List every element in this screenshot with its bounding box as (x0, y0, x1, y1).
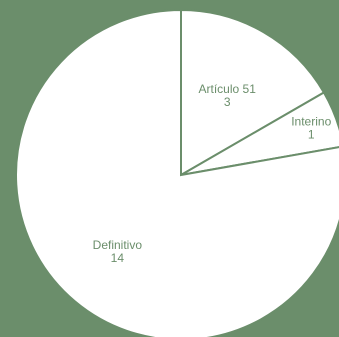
pie-slice-interino (180, 91, 339, 176)
slice-label-definitivo: Definitivo (93, 238, 143, 252)
pie-slice-definitivo (15, 8, 339, 337)
slice-label-art-culo-51: Artículo 51 (199, 82, 257, 96)
slice-value-interino: 1 (308, 128, 315, 142)
slice-value-art-culo-51: 3 (224, 95, 231, 109)
slice-label-interino: Interino (291, 115, 331, 129)
slice-value-definitivo: 14 (111, 251, 125, 265)
pie-slice-art-culo-51 (180, 8, 326, 177)
